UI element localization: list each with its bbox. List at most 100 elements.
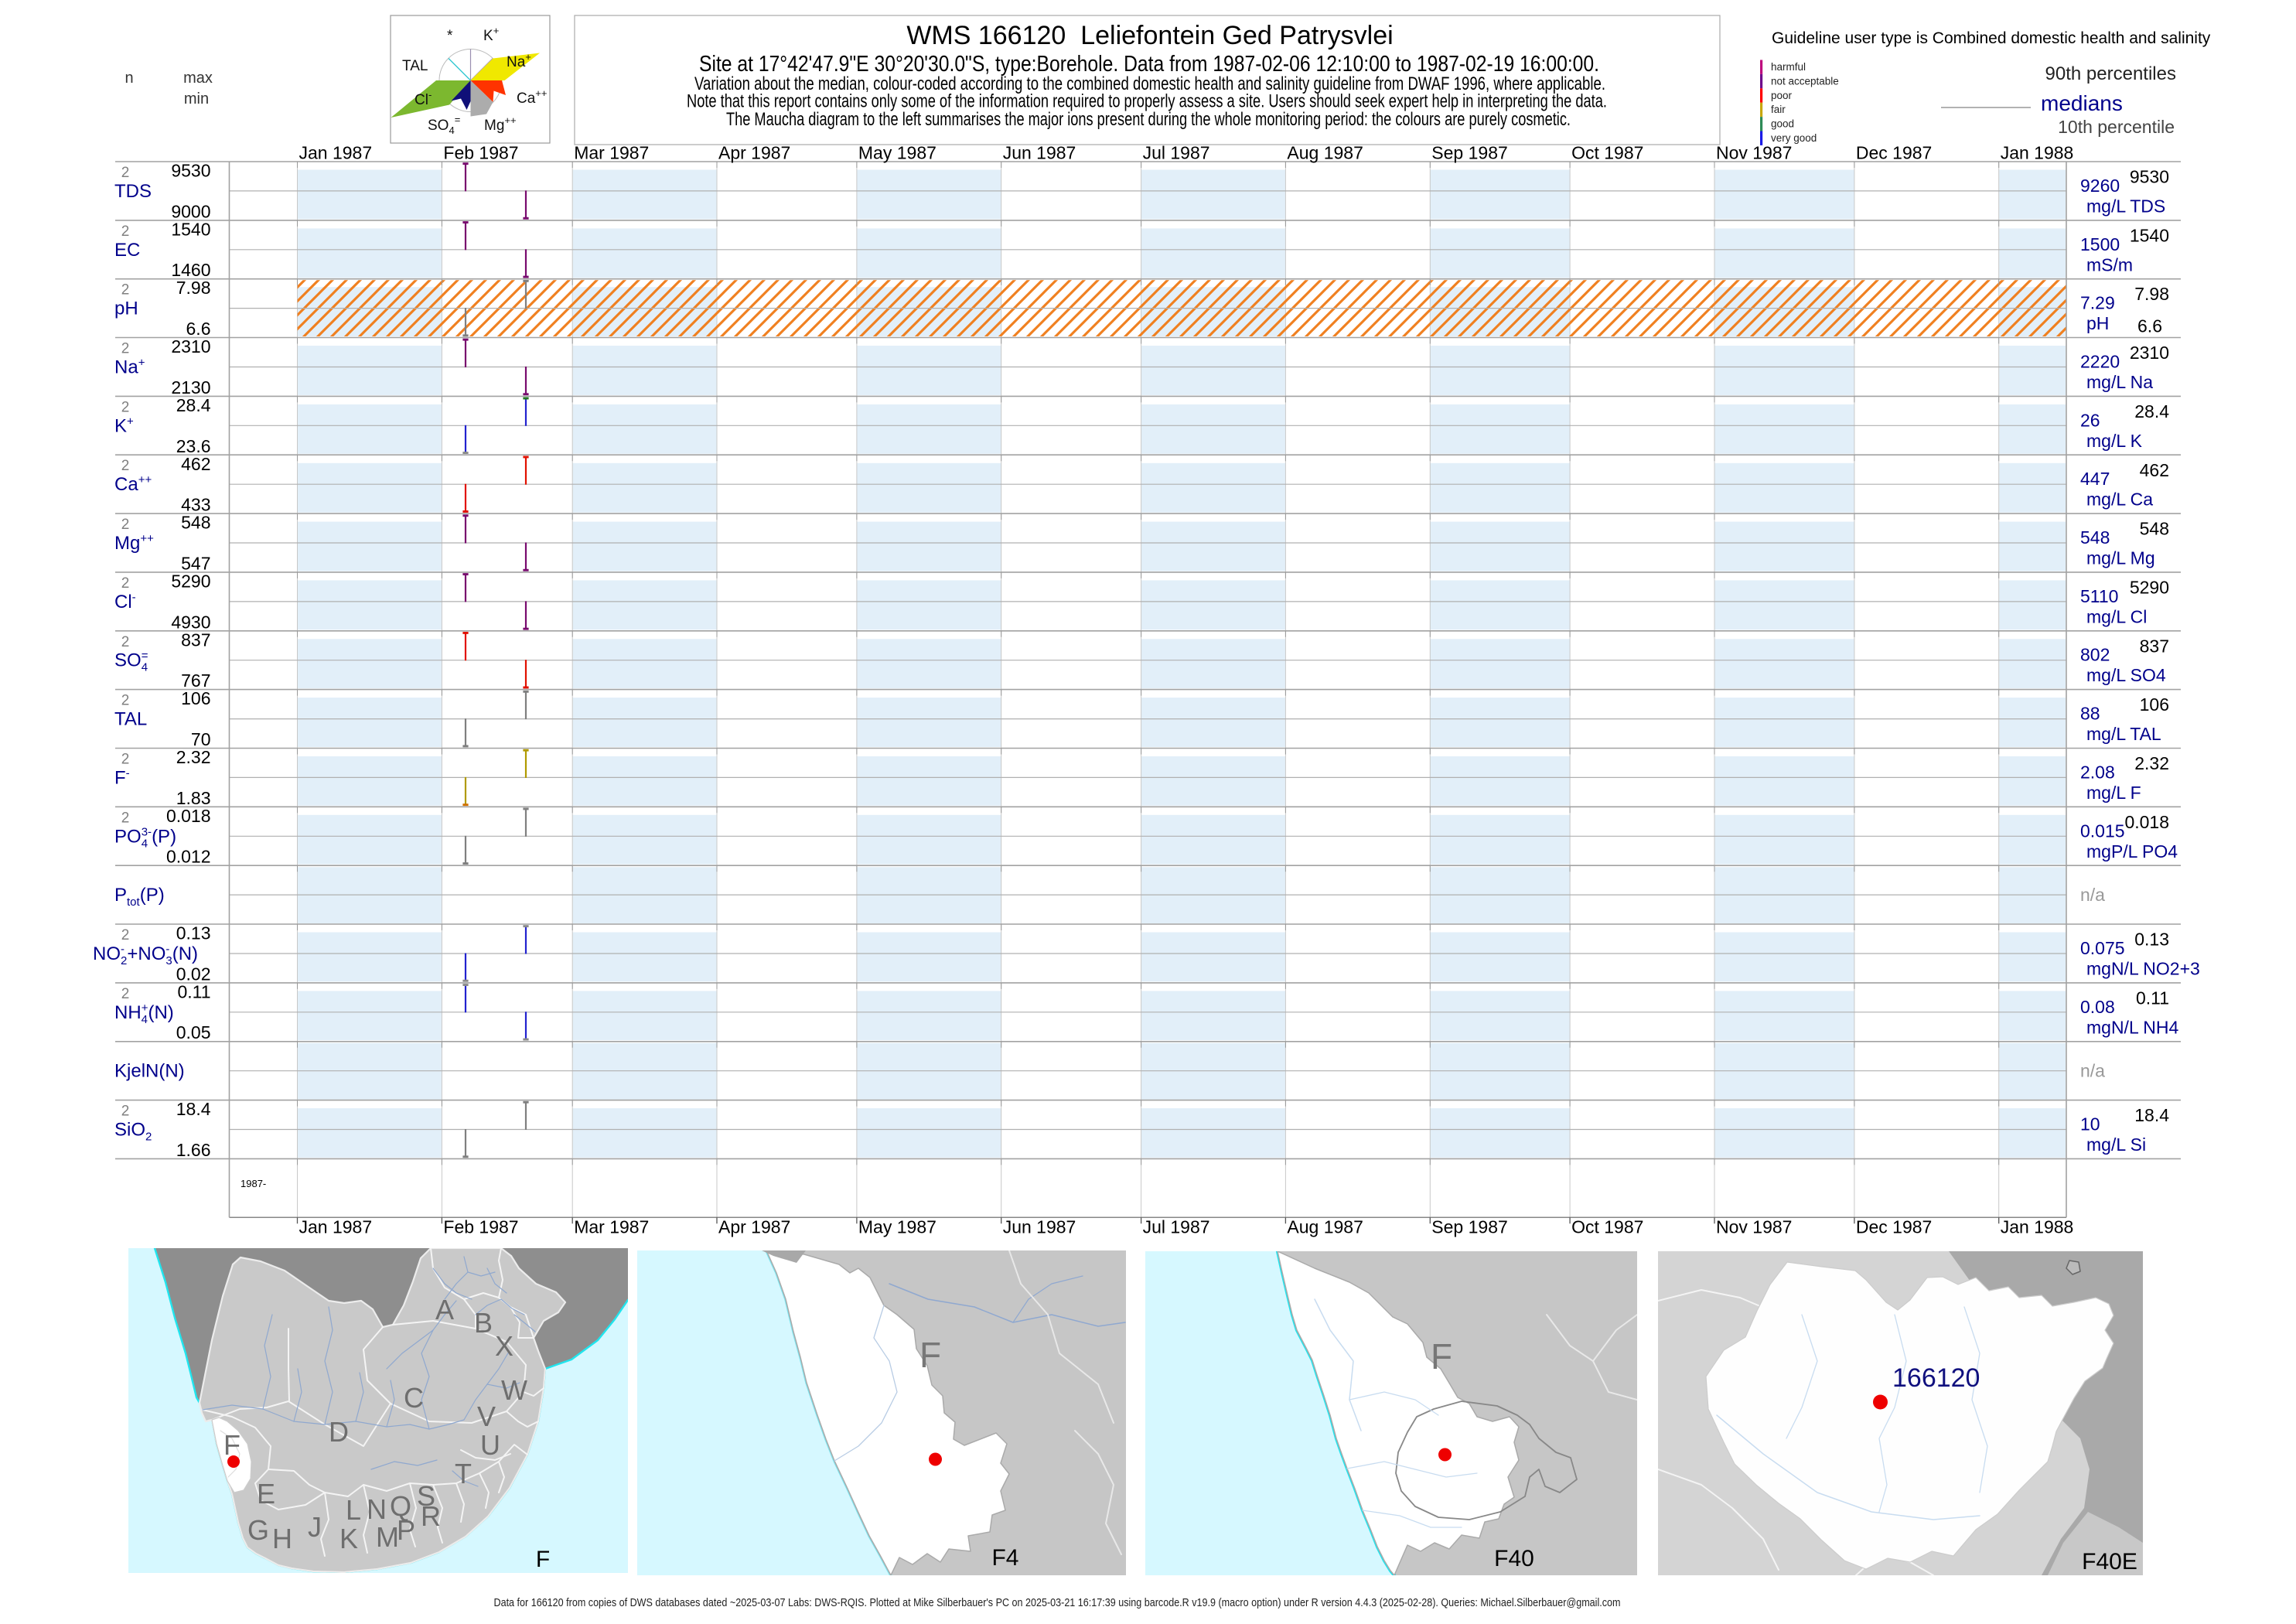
svg-text:Apr 1987: Apr 1987 xyxy=(718,1217,790,1237)
svg-text:*: * xyxy=(447,28,453,44)
svg-text:PO43-​(P): PO43-​(P) xyxy=(114,825,176,850)
svg-text:0.13: 0.13 xyxy=(176,923,211,943)
svg-text:N: N xyxy=(367,1493,387,1525)
svg-text:9530: 9530 xyxy=(2130,167,2169,187)
svg-text:Ptot​(P): Ptot​(P) xyxy=(114,885,165,909)
svg-text:2: 2 xyxy=(121,810,130,826)
svg-text:C: C xyxy=(404,1382,424,1414)
svg-text:837: 837 xyxy=(181,629,210,650)
svg-text:2310: 2310 xyxy=(2130,343,2169,363)
svg-text:n/a: n/a xyxy=(2080,885,2105,905)
svg-text:Feb 1987: Feb 1987 xyxy=(443,1217,518,1237)
svg-text:mg/L Mg: mg/L Mg xyxy=(2086,548,2155,568)
svg-text:5290: 5290 xyxy=(2130,577,2169,597)
svg-text:mg/L Na: mg/L Na xyxy=(2086,372,2153,392)
svg-text:462: 462 xyxy=(2140,460,2169,480)
svg-text:Mar 1987: Mar 1987 xyxy=(574,143,649,163)
svg-text:0.012: 0.012 xyxy=(166,847,211,867)
svg-text:mg/L Si: mg/L Si xyxy=(2086,1134,2146,1155)
svg-text:2130: 2130 xyxy=(171,377,210,397)
svg-text:1460: 1460 xyxy=(171,260,210,280)
svg-text:n/a: n/a xyxy=(2080,1061,2105,1081)
svg-text:L: L xyxy=(346,1494,361,1526)
svg-text:Mar 1987: Mar 1987 xyxy=(574,1217,649,1237)
svg-text:Oct 1987: Oct 1987 xyxy=(1571,143,1643,163)
svg-text:0.02: 0.02 xyxy=(176,964,211,984)
svg-text:M: M xyxy=(376,1521,399,1553)
svg-text:mg/L SO4: mg/L SO4 xyxy=(2086,665,2166,685)
svg-text:T: T xyxy=(455,1458,472,1489)
svg-text:2.08: 2.08 xyxy=(2080,762,2115,782)
svg-text:2: 2 xyxy=(121,575,130,592)
svg-text:May 1987: May 1987 xyxy=(858,1217,936,1237)
svg-text:447: 447 xyxy=(2080,469,2110,489)
svg-text:26: 26 xyxy=(2080,410,2100,430)
svg-text:1.83: 1.83 xyxy=(176,788,211,808)
svg-text:F: F xyxy=(536,1547,550,1572)
svg-text:Note that this report contains: Note that this report contains only some… xyxy=(687,91,1607,112)
svg-text:547: 547 xyxy=(181,553,210,573)
svg-text:pH: pH xyxy=(2086,313,2109,333)
svg-text:2: 2 xyxy=(121,341,130,357)
svg-text:0.11: 0.11 xyxy=(177,981,210,1001)
svg-text:2: 2 xyxy=(121,634,130,650)
svg-text:23.6: 23.6 xyxy=(176,436,211,456)
svg-text:0.018: 0.018 xyxy=(2124,812,2169,832)
svg-text:D: D xyxy=(329,1416,349,1448)
svg-text:F: F xyxy=(919,1335,941,1375)
svg-text:1.66: 1.66 xyxy=(176,1140,211,1160)
svg-text:n: n xyxy=(125,70,133,87)
svg-text:harmful: harmful xyxy=(1771,61,1806,73)
svg-text:KjelN(N): KjelN(N) xyxy=(114,1061,185,1082)
svg-text:88: 88 xyxy=(2080,704,2100,724)
svg-text:Site at 17°42'47.9"E 30°20'30.: Site at 17°42'47.9"E 30°20'30.0"S, type:… xyxy=(699,52,1599,77)
svg-text:2: 2 xyxy=(121,399,130,415)
svg-text:767: 767 xyxy=(181,670,210,691)
svg-text:7.98: 7.98 xyxy=(2134,284,2169,304)
svg-text:2: 2 xyxy=(121,165,130,181)
svg-text:4930: 4930 xyxy=(171,612,210,632)
svg-text:mg/L F: mg/L F xyxy=(2086,783,2141,803)
svg-text:28.4: 28.4 xyxy=(176,395,211,415)
svg-text:TDS: TDS xyxy=(114,181,152,202)
svg-text:F40: F40 xyxy=(1494,1546,1534,1571)
svg-text:mgN/L NO2+3: mgN/L NO2+3 xyxy=(2086,959,2200,979)
svg-text:Aug 1987: Aug 1987 xyxy=(1287,1217,1363,1237)
svg-text:2: 2 xyxy=(121,927,130,943)
svg-text:fair: fair xyxy=(1771,104,1786,115)
svg-text:mgP/L PO4: mgP/L PO4 xyxy=(2086,841,2178,861)
svg-text:R: R xyxy=(421,1500,441,1532)
svg-text:106: 106 xyxy=(2140,694,2169,715)
svg-text:Data for 166120 from copies of: Data for 166120 from copies of DWS datab… xyxy=(494,1596,1621,1609)
svg-text:0.075: 0.075 xyxy=(2080,938,2125,958)
svg-text:0.08: 0.08 xyxy=(2080,997,2115,1017)
svg-text:Guideline user type is Combine: Guideline user type is Combined domestic… xyxy=(1772,29,2211,47)
svg-text:837: 837 xyxy=(2140,636,2169,656)
svg-text:2: 2 xyxy=(121,282,130,299)
svg-text:F: F xyxy=(223,1429,241,1461)
svg-text:mg/L K: mg/L K xyxy=(2086,431,2143,451)
svg-text:E: E xyxy=(257,1478,275,1510)
svg-text:0.018: 0.018 xyxy=(166,806,211,826)
svg-text:A: A xyxy=(435,1294,454,1325)
svg-text:J: J xyxy=(308,1511,322,1543)
svg-text:TAL: TAL xyxy=(114,709,147,730)
svg-text:WMS 166120 Leliefontein Ged P: WMS 166120 Leliefontein Ged Patrysvlei xyxy=(906,21,1393,50)
svg-text:0.05: 0.05 xyxy=(176,1022,211,1042)
svg-text:not acceptable: not acceptable xyxy=(1771,75,1839,87)
svg-text:EC: EC xyxy=(114,240,140,261)
svg-text:Jan 1987: Jan 1987 xyxy=(299,143,373,163)
svg-text:U: U xyxy=(480,1429,500,1461)
svg-text:1540: 1540 xyxy=(2130,225,2169,245)
svg-text:S: S xyxy=(417,1480,435,1512)
svg-text:2220: 2220 xyxy=(2080,352,2120,372)
svg-text:18.4: 18.4 xyxy=(2134,1105,2169,1125)
svg-text:G: G xyxy=(247,1514,269,1546)
svg-text:V: V xyxy=(477,1401,496,1432)
svg-text:Dec 1987: Dec 1987 xyxy=(1856,143,1932,163)
svg-text:462: 462 xyxy=(181,454,210,474)
svg-text:18.4: 18.4 xyxy=(176,1099,211,1119)
svg-text:2: 2 xyxy=(121,986,130,1002)
svg-text:166120: 166120 xyxy=(1892,1363,1980,1393)
svg-text:1540: 1540 xyxy=(171,219,210,239)
